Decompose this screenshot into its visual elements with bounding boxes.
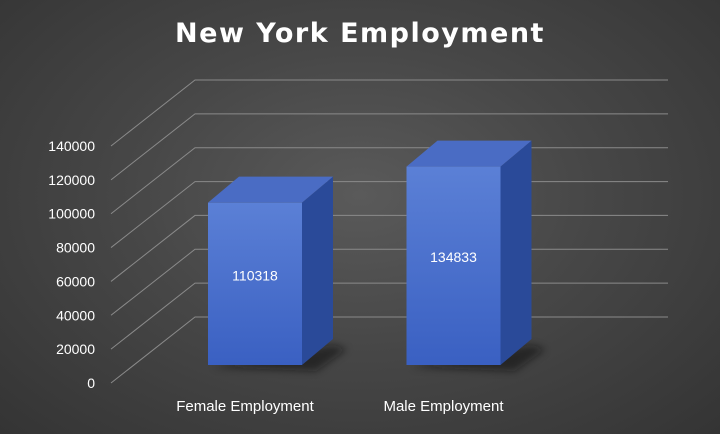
- y-tick-label: 80000: [56, 240, 95, 256]
- y-tick-label: 100000: [48, 206, 95, 222]
- bar: 110318: [208, 176, 347, 371]
- data-label: 134833: [430, 249, 477, 265]
- bars: 110318 134833: [208, 140, 546, 371]
- y-tick-label: 120000: [48, 172, 95, 188]
- y-tick-label: 60000: [56, 273, 95, 289]
- gridline: [110, 316, 668, 384]
- y-axis-labels: 0 20000 40000 60000 80000 100000 120000 140000: [48, 138, 95, 391]
- y-tick-label: 40000: [56, 307, 95, 323]
- y-tick-label: 140000: [48, 138, 95, 154]
- y-tick-label: 0: [87, 375, 95, 391]
- gridline: [110, 214, 668, 282]
- gridlines: [110, 79, 668, 384]
- chart-title: New York Employment: [175, 18, 545, 49]
- bar-top: [208, 176, 333, 203]
- x-axis-labels: Female Employment Male Employment: [176, 398, 504, 415]
- x-category-label: Female Employment: [176, 398, 314, 415]
- data-label: 110318: [232, 268, 278, 284]
- gridline: [110, 113, 668, 181]
- x-category-label: Male Employment: [383, 398, 504, 415]
- bar-side: [302, 176, 333, 365]
- y-tick-label: 20000: [56, 341, 95, 357]
- gridline: [110, 147, 668, 215]
- bar-front: [208, 202, 302, 365]
- gridline: [110, 282, 668, 350]
- gridline: [110, 181, 668, 248]
- gridline: [110, 79, 668, 147]
- bar-front: [406, 166, 501, 365]
- bar-top: [406, 140, 532, 167]
- bar: 134833: [406, 140, 546, 371]
- bar-side: [500, 140, 532, 365]
- gridline: [110, 248, 668, 316]
